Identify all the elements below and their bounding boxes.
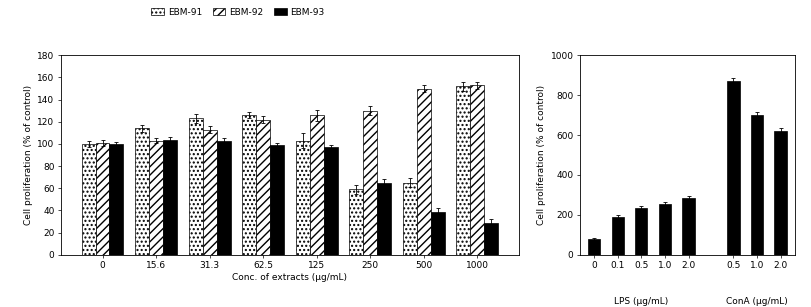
Bar — [149, 141, 163, 255]
Y-axis label: Cell proliferation (% of control): Cell proliferation (% of control) — [24, 85, 33, 225]
Bar — [82, 144, 96, 255]
Bar — [310, 115, 324, 255]
Y-axis label: Cell proliferation (% of control): Cell proliferation (% of control) — [538, 85, 547, 225]
Bar — [470, 85, 484, 255]
Bar — [256, 119, 270, 255]
Legend: EBM-91, EBM-92, EBM-93: EBM-91, EBM-92, EBM-93 — [148, 4, 328, 20]
Bar — [751, 115, 763, 255]
Bar — [377, 183, 391, 255]
Bar — [135, 128, 149, 255]
Bar — [588, 239, 600, 255]
Bar — [403, 183, 417, 255]
Bar — [217, 141, 230, 255]
Bar — [682, 198, 695, 255]
Bar — [270, 145, 284, 255]
X-axis label: Conc. of extracts (μg/mL): Conc. of extracts (μg/mL) — [233, 273, 347, 282]
Bar — [417, 88, 431, 255]
Bar — [611, 217, 624, 255]
Bar — [775, 131, 787, 255]
Bar — [203, 130, 217, 255]
Bar — [189, 119, 203, 255]
Bar — [363, 111, 377, 255]
Bar — [457, 86, 470, 255]
Bar — [484, 223, 498, 255]
Bar — [431, 212, 444, 255]
Bar — [96, 143, 109, 255]
Bar — [109, 144, 123, 255]
Bar — [727, 81, 740, 255]
Bar — [350, 189, 363, 255]
Bar — [163, 139, 177, 255]
Bar — [242, 115, 256, 255]
Text: ConA (μg/mL): ConA (μg/mL) — [726, 297, 787, 306]
Bar — [659, 204, 671, 255]
Bar — [324, 147, 337, 255]
Bar — [296, 141, 310, 255]
Bar — [635, 208, 647, 255]
Text: LPS (μg/mL): LPS (μg/mL) — [614, 297, 668, 306]
